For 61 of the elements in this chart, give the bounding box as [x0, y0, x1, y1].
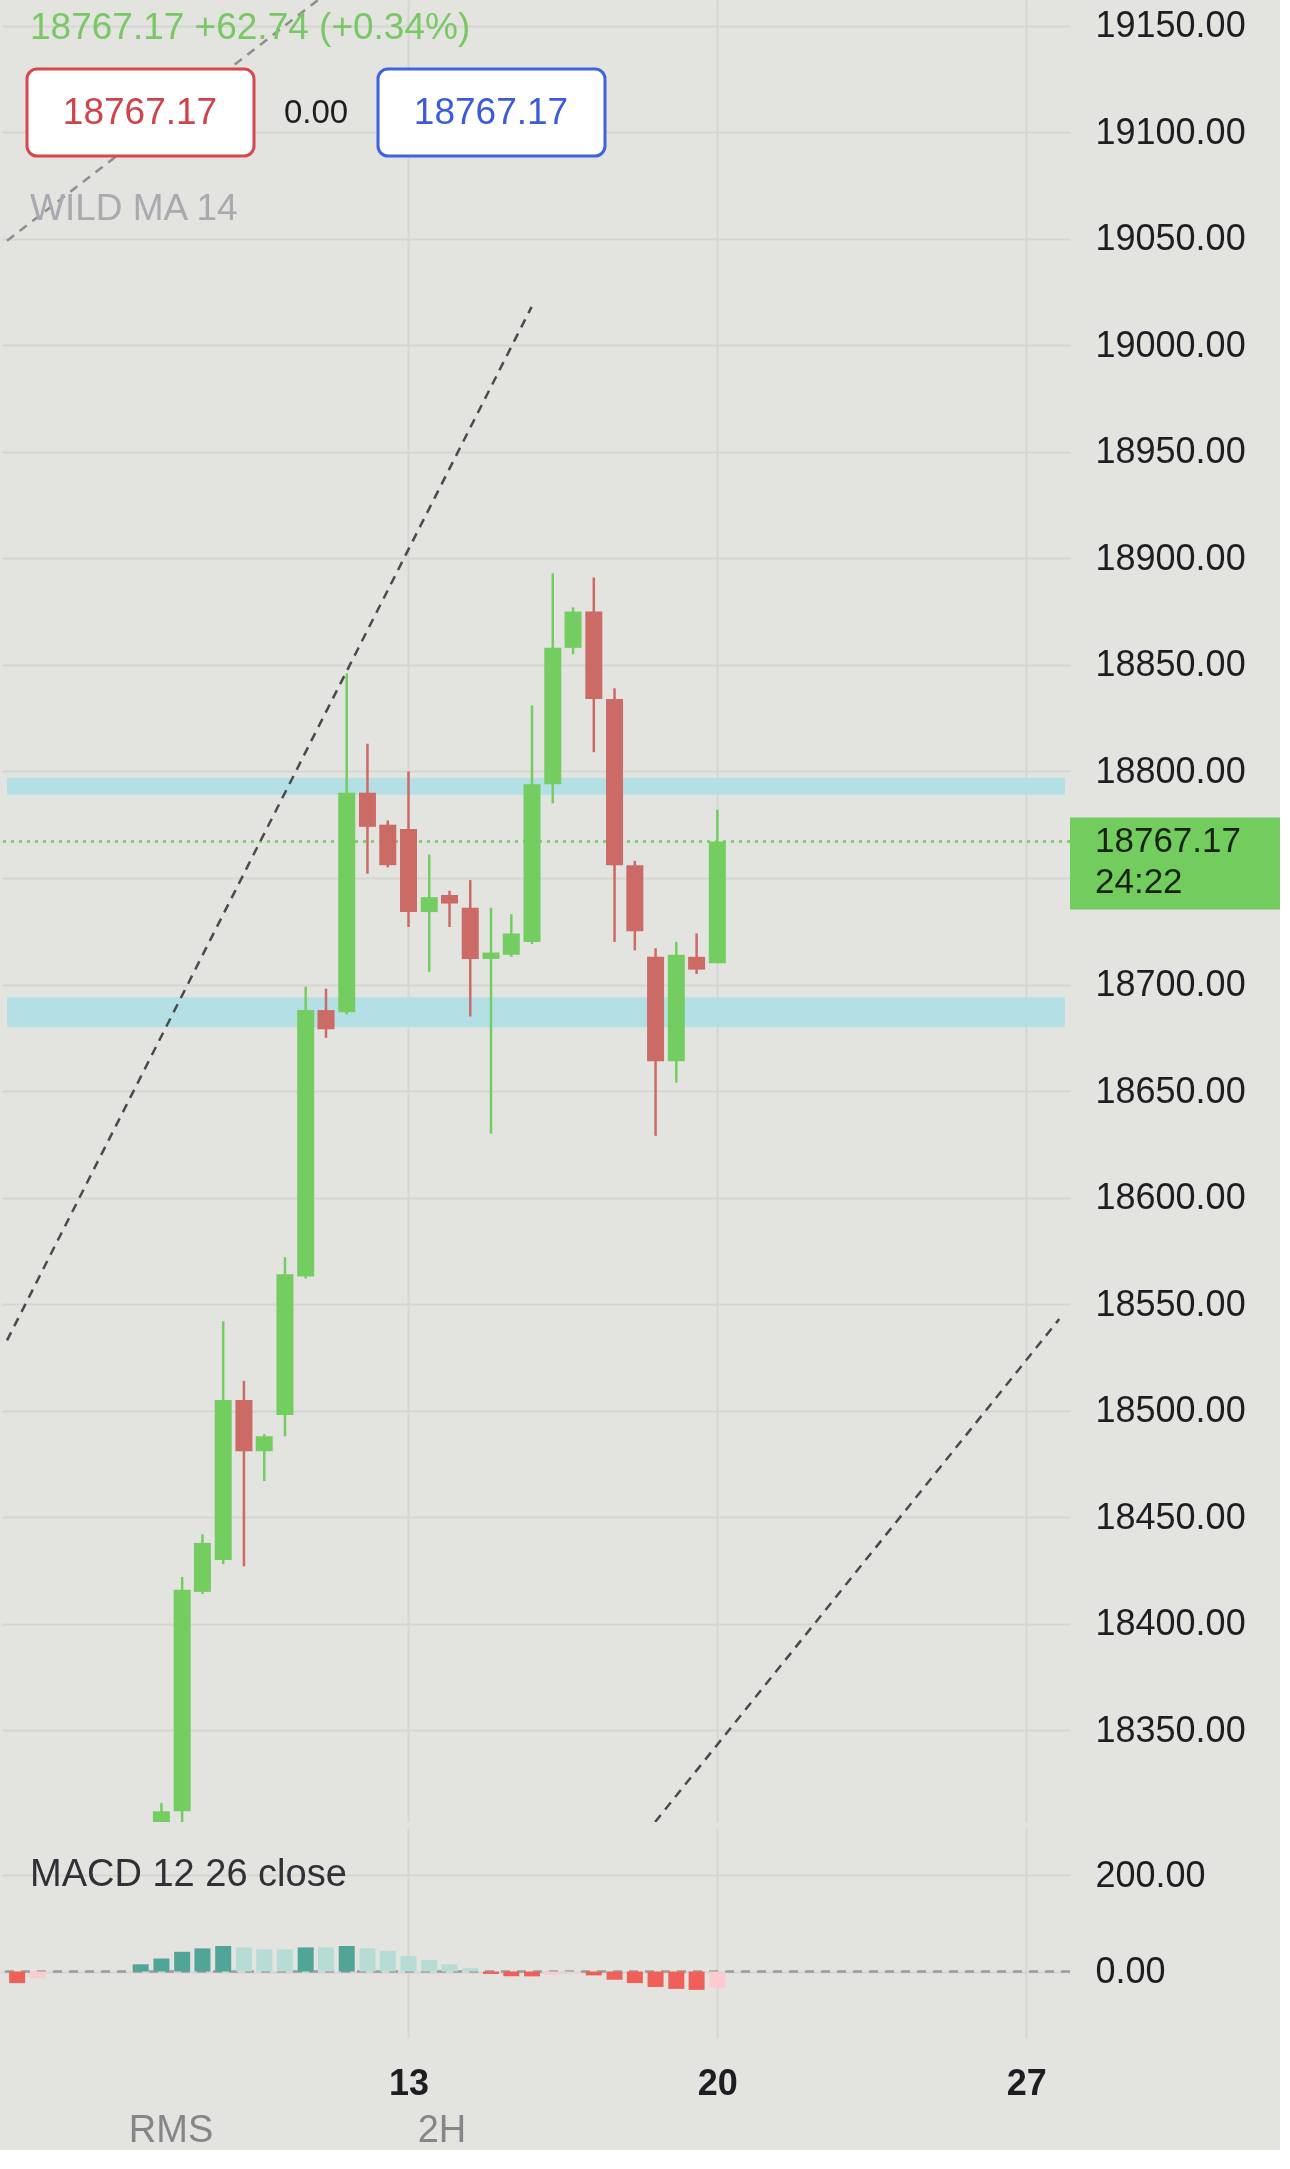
- y-tick-label: 19150.00: [1095, 4, 1246, 46]
- x-tick-label: 20: [697, 2061, 738, 2103]
- bar: [626, 1971, 643, 1984]
- bar: [421, 1959, 438, 1972]
- bar: [709, 1971, 726, 1988]
- y-tick-label: 18900.00: [1095, 536, 1246, 578]
- y-tick-label: 18450.00: [1095, 1495, 1246, 1537]
- y-tick-label: 18500.00: [1095, 1389, 1246, 1431]
- bar: [647, 1971, 664, 1987]
- ref-line-label: 18767.17 24:22: [1095, 820, 1241, 901]
- x-tick-label: 13: [388, 2061, 430, 2103]
- candlestick: [688, 932, 706, 976]
- bar: [400, 1956, 417, 1972]
- x-tick-label: 27: [1006, 2061, 1047, 2103]
- bar: [359, 1948, 376, 1972]
- annotation: WILD MA 14: [30, 187, 238, 228]
- bar: [297, 1947, 314, 1972]
- y-tick-label: 18950.00: [1095, 430, 1246, 472]
- candlestick: [441, 889, 459, 929]
- bar: [688, 1971, 705, 1990]
- bar: [317, 1947, 334, 1972]
- candlestick: [420, 853, 438, 973]
- annotation: 18767.17: [62, 91, 218, 132]
- bar: [194, 1948, 211, 1972]
- annotation: 18767.17: [413, 91, 569, 132]
- candlestick: [317, 987, 335, 1040]
- y-tick-label: 18650.00: [1095, 1069, 1246, 1111]
- bar: [379, 1950, 396, 1972]
- bar: [462, 1968, 479, 1972]
- y-tick-label: 0.00: [1095, 1950, 1166, 1992]
- y-tick-label: 18850.00: [1095, 643, 1246, 685]
- candlestick: [255, 1432, 273, 1483]
- candlestick: [502, 912, 520, 959]
- bar: [9, 1971, 26, 1984]
- annotation: MACD 12 26 close: [30, 1852, 347, 1894]
- bar: [441, 1964, 458, 1972]
- y-tick-label: 18800.00: [1095, 749, 1246, 791]
- y-tick-label: 18400.00: [1095, 1602, 1246, 1644]
- bar: [338, 1946, 355, 1972]
- y-tick-label: 18600.00: [1095, 1176, 1246, 1218]
- bar: [668, 1971, 685, 1989]
- y-tick-label: 19000.00: [1095, 323, 1246, 365]
- y-tick-label: 18350.00: [1095, 1708, 1246, 1750]
- bar: [256, 1949, 273, 1972]
- y-tick-label: 19050.00: [1095, 217, 1246, 259]
- bar: [235, 1947, 252, 1972]
- y-tick-label: 18700.00: [1095, 963, 1246, 1005]
- annotation: 0.00: [283, 93, 349, 130]
- bar: [153, 1958, 170, 1972]
- text: RMS: [128, 2108, 214, 2150]
- bar: [132, 1964, 149, 1972]
- y-tick-label: 19100.00: [1095, 110, 1246, 152]
- bar: [606, 1971, 623, 1980]
- candlestick: [482, 906, 500, 1135]
- text: 2H: [417, 2108, 467, 2150]
- bar: [276, 1949, 293, 1972]
- annotation: 18767.17 +62.74 (+0.34%): [30, 6, 471, 47]
- y-tick-label: 200.00: [1095, 1853, 1206, 1895]
- y-tick-label: 18550.00: [1095, 1282, 1246, 1324]
- bar: [215, 1946, 232, 1972]
- bar: [174, 1951, 191, 1972]
